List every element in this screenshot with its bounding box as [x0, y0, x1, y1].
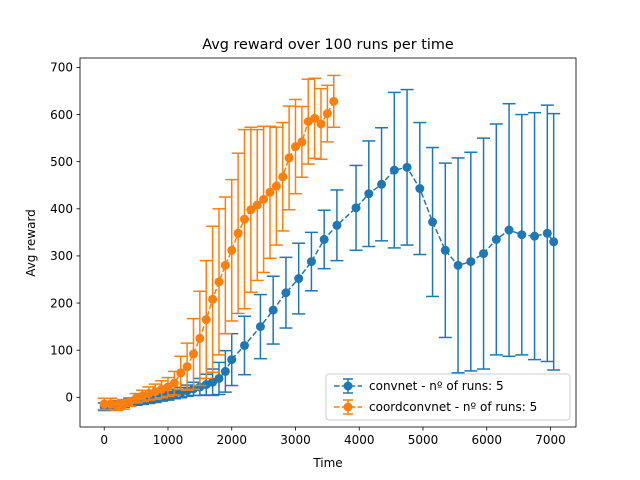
y-tick-label: 200 — [50, 296, 73, 310]
y-tick-label: 300 — [50, 249, 73, 263]
y-axis-label: Avg reward — [24, 209, 38, 277]
series-1 — [97, 88, 561, 412]
data-point — [227, 245, 237, 255]
x-tick-label: 6000 — [471, 433, 502, 447]
data-point — [268, 305, 278, 315]
y-tick-label: 400 — [50, 202, 73, 216]
y-tick-label: 700 — [50, 61, 73, 75]
data-point — [517, 230, 527, 240]
y-tick-label: 500 — [50, 155, 73, 169]
x-tick-label: 5000 — [408, 433, 439, 447]
data-point — [479, 249, 489, 259]
x-tick-label: 4000 — [344, 433, 375, 447]
series-2 — [97, 74, 341, 412]
data-point — [440, 245, 450, 255]
data-point — [281, 288, 291, 298]
legend: convnet - nº of runs: 5 coordconvnet - nº… — [325, 373, 571, 421]
data-point — [549, 237, 559, 247]
data-point — [246, 205, 256, 215]
data-point — [364, 189, 374, 199]
data-point — [188, 349, 198, 359]
data-point — [453, 260, 463, 270]
data-point — [297, 137, 307, 147]
x-tick-label: 2000 — [216, 433, 247, 447]
data-point — [278, 172, 288, 182]
data-point — [169, 378, 179, 388]
data-point — [294, 274, 304, 284]
axes-frame — [79, 57, 577, 428]
y-tick-label: 0 — [65, 391, 73, 405]
data-point — [255, 322, 265, 332]
chart-title: Avg reward over 100 runs per time — [202, 37, 454, 53]
data-point — [329, 96, 339, 106]
data-point — [332, 220, 342, 230]
y-tick-label: 100 — [50, 343, 73, 357]
y-tick-label: 600 — [50, 108, 73, 122]
data-point — [504, 225, 514, 235]
plot-area: 0 1000 2000 3000 4000 5000 6000 7000 0 100 200 300 4… — [50, 57, 577, 447]
data-point — [239, 214, 249, 224]
data-point — [252, 200, 262, 210]
data-point — [201, 315, 211, 325]
data-point — [402, 162, 412, 172]
data-point — [290, 142, 300, 152]
data-point — [195, 333, 205, 343]
data-point — [271, 181, 281, 191]
data-point — [227, 355, 237, 365]
data-point — [530, 231, 540, 241]
data-point — [99, 399, 109, 409]
data-point — [214, 277, 224, 287]
x-tick-label: 1000 — [153, 433, 184, 447]
data-point — [214, 373, 224, 383]
data-point — [176, 368, 186, 378]
data-point — [322, 109, 332, 119]
data-point — [310, 113, 320, 123]
data-point — [259, 194, 269, 204]
data-point — [239, 340, 249, 350]
data-point — [377, 179, 387, 189]
data-point — [319, 234, 329, 244]
data-point — [220, 366, 230, 376]
data-point — [415, 184, 425, 194]
data-point — [233, 228, 243, 238]
x-tick-label: 3000 — [280, 433, 311, 447]
legend-label: convnet - nº of runs: 5 — [369, 379, 504, 393]
legend-label: coordconvnet - nº of runs: 5 — [369, 400, 537, 414]
data-point — [220, 260, 230, 270]
data-point — [466, 257, 476, 267]
x-axis-label: Time — [312, 456, 342, 470]
x-tick-label: 7000 — [535, 433, 566, 447]
data-point — [428, 217, 438, 227]
x-tick-label: 0 — [100, 433, 108, 447]
data-point — [542, 228, 552, 238]
legend-box — [325, 373, 571, 421]
data-point — [389, 165, 399, 175]
data-point — [284, 153, 294, 163]
data-point — [491, 234, 501, 244]
data-point — [351, 203, 361, 213]
data-point — [208, 294, 218, 304]
data-point — [265, 187, 275, 197]
legend-swatch-marker — [343, 381, 353, 391]
data-point — [316, 119, 326, 129]
data-point — [182, 362, 192, 372]
legend-swatch-marker — [343, 402, 353, 412]
data-point — [306, 257, 316, 267]
